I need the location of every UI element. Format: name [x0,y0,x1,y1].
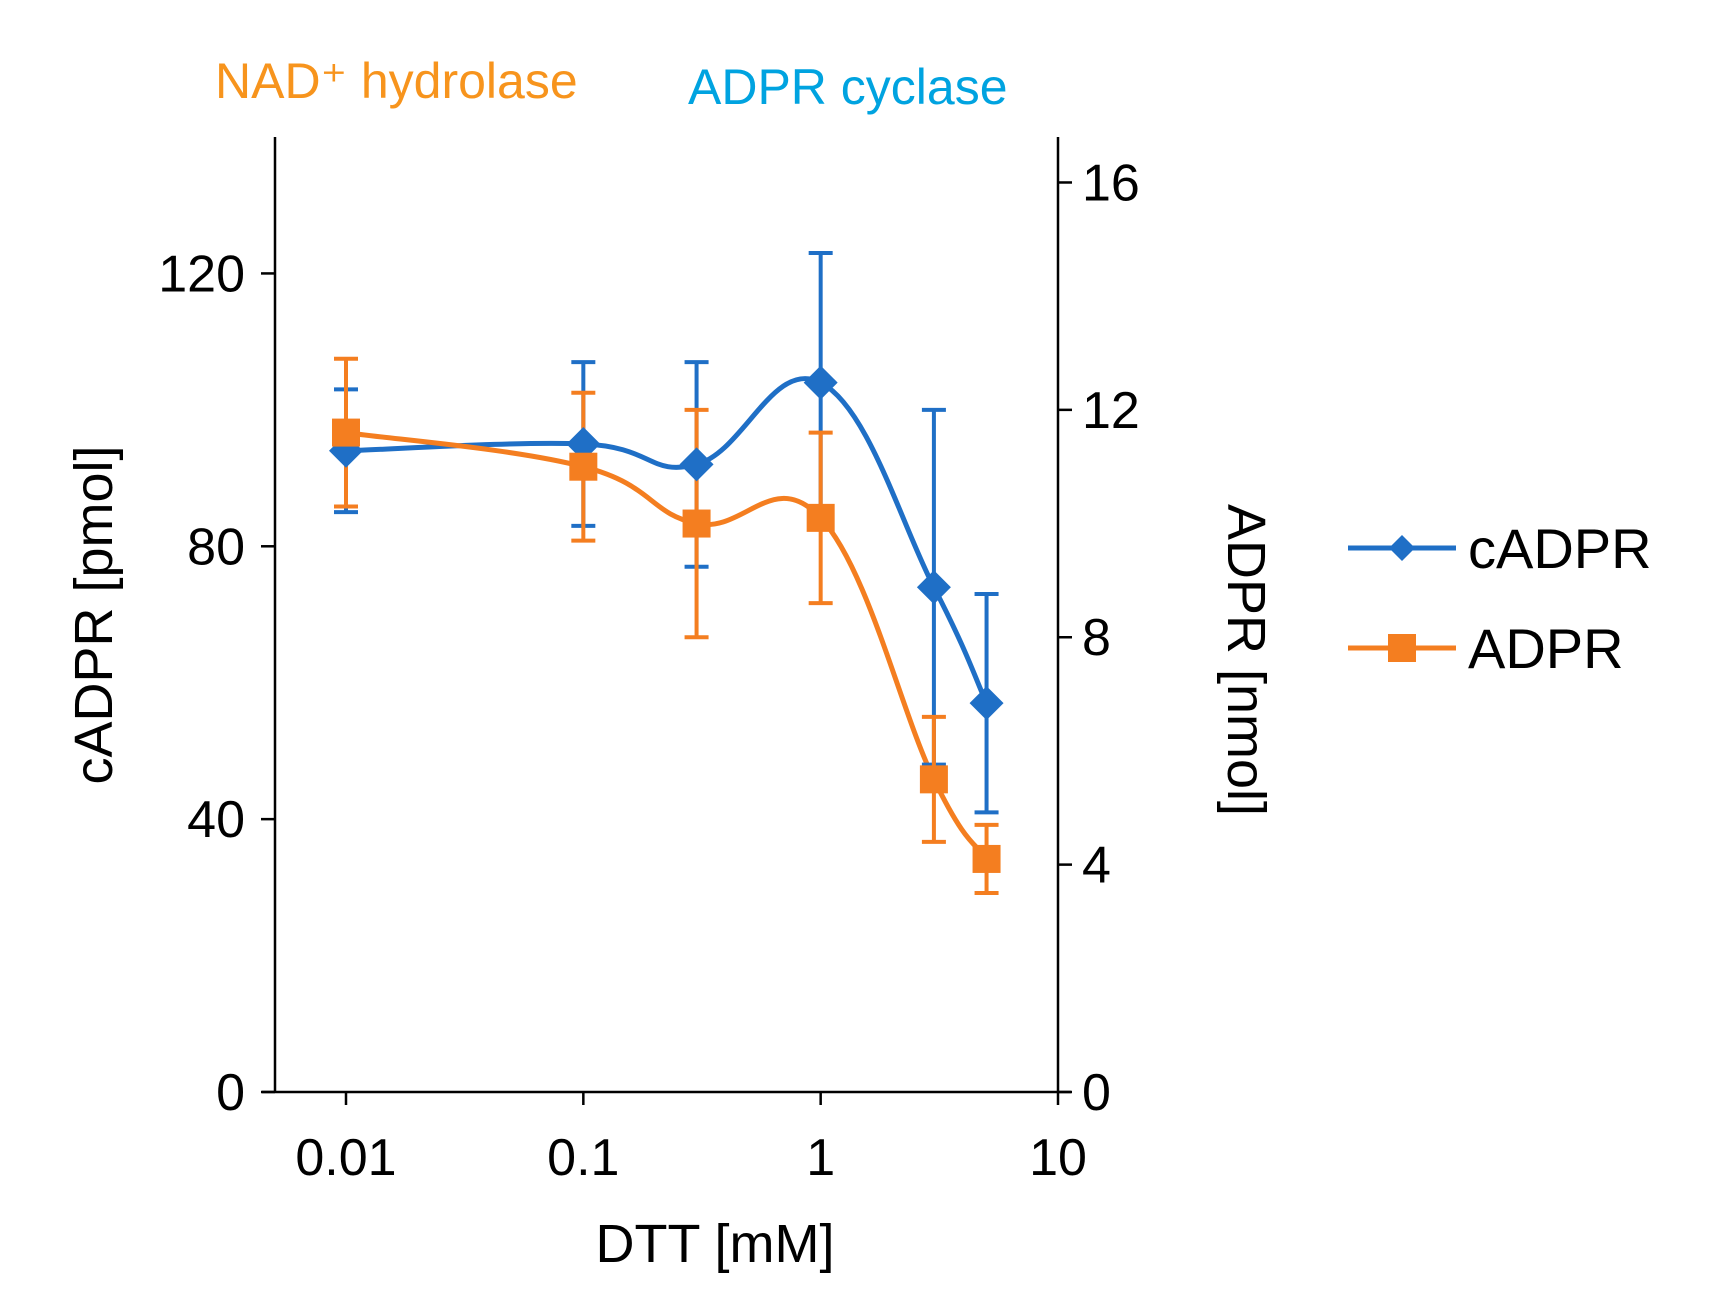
right-y-tick-label: 4 [1082,837,1111,895]
ticks-layer: 0.01 0.1 1 10 0 40 80 120 0 4 8 12 16 [158,154,1140,1187]
data-point-cadpr [803,365,838,400]
left-y-tick-label: 80 [187,518,245,576]
data-point-adpr [332,418,360,447]
error-bars-layer [334,250,999,896]
data-point-adpr [806,503,835,532]
x-tick-label: 10 [1029,1129,1087,1187]
right-y-tick-label: 12 [1082,382,1140,440]
right-y-tick-label: 0 [1082,1064,1111,1122]
left-y-tick-label: 0 [216,1064,245,1122]
legend-marker-adpr [1388,634,1416,662]
legend-label-adpr: ADPR [1468,617,1624,680]
data-point-adpr [972,844,1001,873]
data-point-cadpr [679,447,714,482]
x-tick-label: 0.1 [547,1129,619,1187]
legend-marker-cadpr [1389,535,1415,561]
curves-layer [345,376,989,861]
left-y-tick-label: 40 [187,791,245,849]
header-label-hydrolase: NAD⁺ hydrolase [215,53,578,109]
header-label-cyclase: ADPR cyclase [688,59,1008,115]
legend: cADPR ADPR [1348,517,1652,680]
series-line-adpr [345,430,989,861]
right-y-tick-label: 8 [1082,609,1111,667]
left-y-axis-title: cADPR [pmol] [64,445,124,784]
markers-layer [329,365,1004,873]
data-point-adpr [919,765,948,794]
right-y-tick-label: 16 [1082,154,1140,212]
data-point-cadpr [969,686,1004,721]
x-axis-title: DTT [mM] [596,1214,835,1274]
series-line-cadpr [345,376,989,705]
x-tick-label: 1 [806,1129,835,1187]
data-point-cadpr [566,426,601,461]
legend-label-cadpr: cADPR [1468,517,1652,580]
data-point-adpr [569,452,598,481]
left-y-tick-label: 120 [158,245,245,303]
x-tick-label: 0.01 [295,1129,396,1187]
data-point-cadpr [916,570,951,605]
data-point-adpr [682,509,711,538]
right-y-axis-title: ADPR [nmol] [1216,504,1276,816]
